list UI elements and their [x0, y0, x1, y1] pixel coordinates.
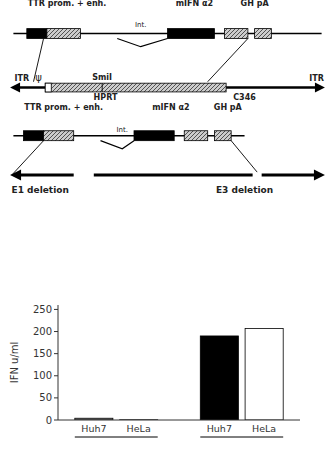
- itr-label: ITR: [14, 74, 29, 83]
- element-label: mIFN α2: [152, 103, 189, 112]
- y-tick: [54, 397, 58, 398]
- y-tick-label: 50: [39, 392, 52, 403]
- site-line: [102, 83, 103, 92]
- y-tick-label: 200: [33, 326, 52, 337]
- site-label: SmiI: [92, 73, 112, 82]
- gene-box: [134, 131, 174, 141]
- y-tick: [54, 420, 58, 421]
- promoter-box: [27, 29, 47, 39]
- y-tick: [54, 309, 58, 310]
- y-tick: [54, 353, 58, 354]
- y-tick: [54, 375, 58, 376]
- bars: [75, 328, 283, 420]
- construct-diagram: TTR prom. + enh. mIFN α2 GH pA Int. ITR ψ SmiI…: [10, 0, 325, 195]
- element-label: GH pA: [214, 103, 243, 112]
- y-axis: [58, 305, 59, 420]
- arrow-head: [10, 83, 20, 93]
- element-label: GH pA: [241, 0, 270, 8]
- deletion-arrow: [94, 174, 316, 177]
- x-tick-label: Huh7: [207, 423, 232, 434]
- x-tick-label: Huh7: [81, 423, 106, 434]
- cosmid-box: [45, 83, 226, 92]
- intron: [101, 141, 135, 149]
- deletion-arrow: [19, 174, 74, 177]
- fan-line: [231, 141, 259, 175]
- utr-box: [184, 131, 207, 141]
- y-tick-label: 0: [46, 415, 52, 426]
- intron: [117, 39, 167, 47]
- y-axis-label: IFN u/ml: [9, 342, 20, 384]
- psi-box: [45, 83, 51, 92]
- deletion-label: E3 deletion: [216, 185, 273, 195]
- gene-box: [168, 29, 215, 39]
- figure: TTR prom. + enh. mIFN α2 GH pA Int. ITR ψ SmiI…: [0, 0, 335, 449]
- y-tick-label: 150: [33, 348, 52, 359]
- y-tick-label: 100: [33, 370, 52, 381]
- element-label: TTR prom. + enh.: [28, 0, 107, 8]
- pa-box: [214, 131, 231, 141]
- arrow-head: [315, 83, 325, 93]
- region-label: HPRT: [94, 93, 118, 102]
- itr-label: ITR: [309, 74, 324, 83]
- y-tick: [54, 331, 58, 332]
- fan-line: [12, 141, 44, 175]
- group-underline: [75, 437, 158, 438]
- utr-box: [224, 29, 247, 39]
- bar-chart: 0 50 100 150 200 250 IFN u/ml Huh7 HeLa Huh7 HeLa: [9, 304, 300, 437]
- x-axis: [58, 420, 300, 421]
- x-tick-label: HeLa: [127, 423, 151, 434]
- arrow-head: [10, 170, 21, 181]
- enhancer-box: [44, 131, 74, 141]
- enhancer-box: [47, 29, 81, 39]
- promoter-box: [23, 131, 43, 141]
- bar: [200, 336, 238, 420]
- region-label: C346: [233, 93, 256, 102]
- arrow-head: [314, 170, 325, 181]
- group-underline: [200, 437, 283, 438]
- intron-label: Int.: [117, 126, 128, 134]
- fan-line: [208, 39, 248, 82]
- pa-box: [255, 29, 272, 39]
- element-label: TTR prom. + enh.: [24, 103, 103, 112]
- y-tick-label: 250: [33, 304, 52, 315]
- bar: [245, 328, 283, 420]
- element-label: mIFN α2: [176, 0, 213, 8]
- x-tick-label: HeLa: [252, 423, 276, 434]
- psi-label: ψ: [35, 72, 42, 83]
- deletion-label: E1 deletion: [12, 185, 69, 195]
- intron-label: Int.: [135, 21, 146, 29]
- deletion-gap: [253, 172, 261, 178]
